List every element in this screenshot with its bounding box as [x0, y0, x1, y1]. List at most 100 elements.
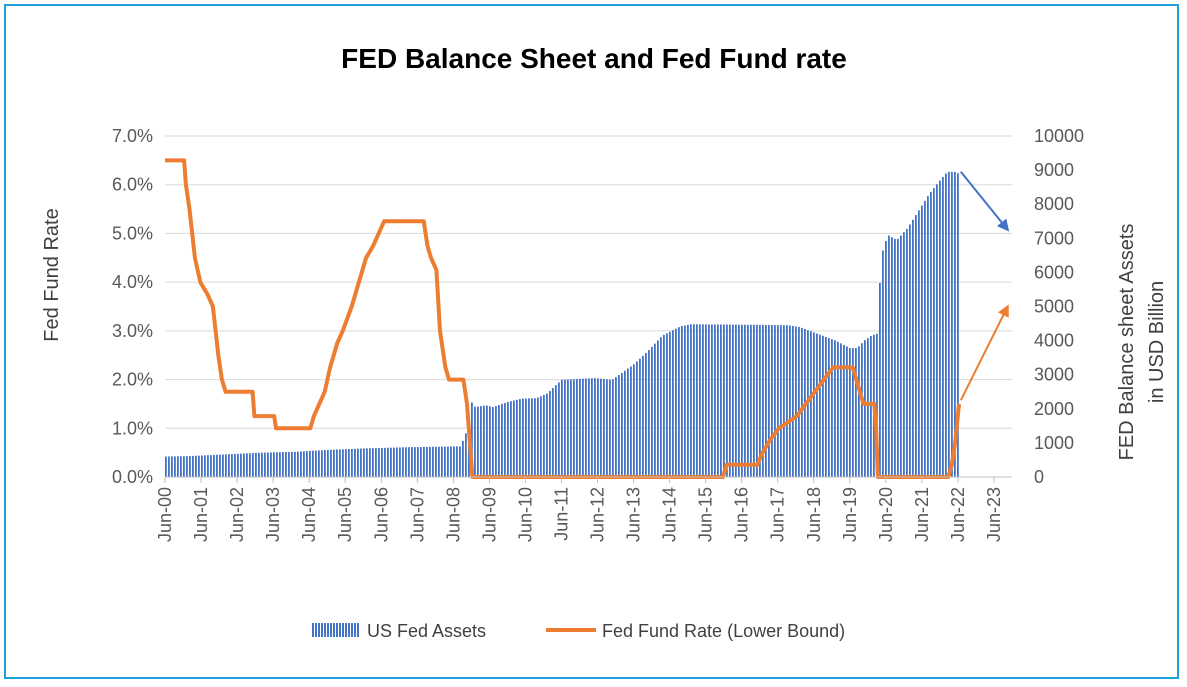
bar — [522, 398, 524, 477]
line-series-fed-fund-rate — [165, 158, 961, 479]
bar — [798, 326, 800, 477]
bar — [714, 324, 716, 477]
bar — [249, 453, 251, 477]
left-axis-ticks: 0.0% 1.0% 2.0% 3.0% 4.0% 5.0% 6.0% 7.0% — [112, 126, 153, 487]
bar — [834, 340, 836, 477]
bar — [444, 446, 446, 477]
bar — [483, 405, 485, 477]
bar — [210, 455, 212, 477]
bar — [375, 448, 377, 477]
x-tick-label: Jun-18 — [804, 487, 824, 542]
bar — [300, 451, 302, 477]
bar — [369, 448, 371, 477]
bar — [189, 456, 191, 477]
bar — [855, 348, 857, 477]
bar — [477, 406, 479, 477]
bar — [651, 346, 653, 477]
bar — [312, 450, 314, 477]
bar — [339, 449, 341, 477]
bar — [486, 405, 488, 477]
right-tick-label: 0 — [1034, 467, 1044, 487]
bar — [777, 325, 779, 477]
bar — [876, 333, 878, 477]
bar — [387, 447, 389, 477]
right-tick-label: 6000 — [1034, 262, 1074, 282]
bar — [507, 401, 509, 477]
x-tick-label: Jun-13 — [624, 487, 644, 542]
bar — [891, 237, 893, 477]
left-tick-label: 2.0% — [112, 370, 153, 390]
bar — [882, 250, 884, 477]
bar — [204, 455, 206, 477]
bar — [774, 325, 776, 477]
bar — [219, 454, 221, 477]
bar — [939, 180, 941, 478]
x-tick-label: Jun-12 — [588, 487, 608, 542]
bar — [606, 379, 608, 477]
bar — [657, 340, 659, 477]
bar — [636, 361, 638, 477]
bar — [255, 452, 257, 477]
bar — [207, 455, 209, 477]
bar — [717, 324, 719, 477]
right-tick-label: 2000 — [1034, 399, 1074, 419]
bar — [603, 379, 605, 477]
bar — [783, 325, 785, 477]
bar — [276, 452, 278, 477]
right-tick-label: 5000 — [1034, 297, 1074, 317]
bar — [495, 406, 497, 477]
bar — [396, 447, 398, 477]
right-axis-title-line2: in USD Billion — [1146, 281, 1168, 403]
legend: US Fed Assets Fed Fund Rate (Lower Bound… — [312, 621, 845, 641]
bar — [561, 379, 563, 477]
bar — [225, 454, 227, 477]
bar — [612, 379, 614, 477]
bar — [222, 454, 224, 477]
bar — [885, 240, 887, 477]
right-tick-label: 10000 — [1034, 126, 1084, 146]
bar — [921, 205, 923, 478]
left-tick-label: 3.0% — [112, 321, 153, 341]
bar — [705, 324, 707, 477]
bar — [165, 456, 167, 477]
bar — [372, 448, 374, 477]
bar — [492, 407, 494, 477]
x-tick-label: Jun-06 — [371, 487, 391, 542]
bar — [360, 448, 362, 477]
bar — [702, 324, 704, 477]
bar — [450, 446, 452, 477]
bar — [879, 283, 881, 477]
bar — [510, 401, 512, 477]
bar — [729, 324, 731, 477]
bar — [948, 171, 950, 477]
bar — [555, 385, 557, 477]
left-tick-label: 6.0% — [112, 175, 153, 195]
bar — [201, 455, 203, 477]
bar — [609, 379, 611, 477]
bar — [390, 447, 392, 477]
bar — [381, 447, 383, 477]
bar — [768, 324, 770, 477]
x-tick-label: Jun-16 — [732, 487, 752, 542]
bar — [240, 453, 242, 477]
bar — [519, 399, 521, 477]
bar — [408, 447, 410, 477]
bar — [474, 406, 476, 477]
bar — [711, 324, 713, 477]
bar — [459, 446, 461, 477]
bar — [726, 324, 728, 477]
bar — [699, 324, 701, 477]
bar — [621, 372, 623, 477]
x-axis-ticks: Jun-00 Jun-01 Jun-02 Jun-03 Jun-04 Jun-05 Jun-… — [155, 477, 1004, 542]
x-tick-label: Jun-04 — [299, 487, 319, 542]
bar — [684, 325, 686, 477]
bar — [441, 446, 443, 477]
bar — [573, 379, 575, 477]
bar — [828, 338, 830, 477]
bar — [342, 449, 344, 477]
bar — [315, 450, 317, 477]
bar — [453, 446, 455, 477]
bar — [708, 324, 710, 477]
x-tick-label: Jun-00 — [155, 487, 175, 542]
bar — [171, 456, 173, 477]
